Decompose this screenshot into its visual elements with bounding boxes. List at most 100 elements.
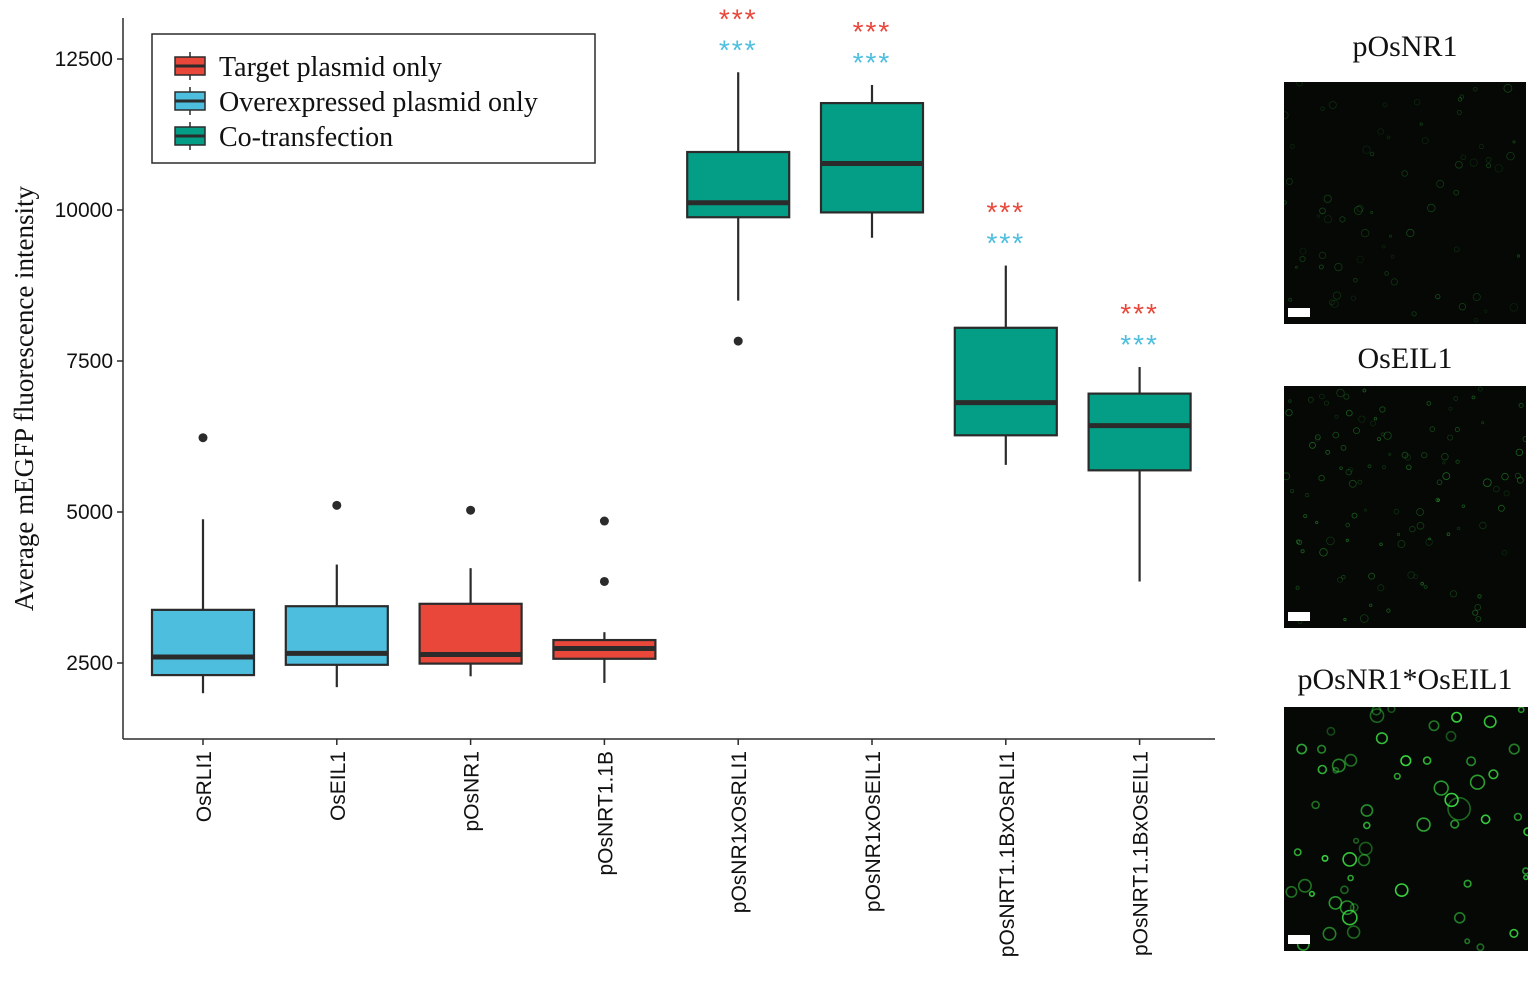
cell	[1297, 878, 1312, 893]
cell	[1317, 764, 1328, 775]
box-body	[284, 605, 389, 666]
cell	[1447, 434, 1454, 441]
outlier-point	[198, 433, 208, 443]
cell	[1379, 406, 1386, 413]
cell	[1342, 851, 1358, 867]
cell	[1339, 216, 1346, 223]
cell	[1295, 585, 1300, 590]
cell	[1435, 497, 1440, 503]
cell	[1369, 151, 1375, 157]
y-tick-label: 12500	[55, 48, 113, 71]
cell	[1422, 756, 1432, 765]
cell	[1433, 780, 1449, 796]
cell	[1483, 715, 1497, 729]
cell	[1469, 158, 1478, 167]
cell	[1455, 161, 1463, 169]
cell	[1442, 461, 1446, 465]
cell	[1356, 255, 1364, 264]
cell	[1481, 421, 1485, 425]
cell	[1389, 234, 1393, 238]
cell	[1293, 848, 1302, 857]
cell	[1286, 178, 1293, 186]
cell	[1347, 874, 1354, 882]
cell	[1469, 774, 1486, 790]
cell	[1455, 459, 1460, 464]
cell	[1294, 265, 1298, 269]
cell	[1326, 726, 1336, 736]
cell	[1323, 215, 1333, 224]
cell	[1340, 885, 1349, 895]
cell	[1348, 479, 1357, 488]
box-body	[819, 101, 925, 214]
cell	[1390, 278, 1398, 286]
cell	[1423, 584, 1428, 589]
cell	[1503, 83, 1513, 93]
cell	[1453, 246, 1460, 253]
cell	[1421, 137, 1429, 145]
cell	[1501, 549, 1508, 556]
cell	[1370, 210, 1374, 214]
cell	[1299, 255, 1306, 263]
legend: Target plasmid only Overexpressed plasmid…	[151, 33, 596, 164]
cell	[1284, 200, 1287, 205]
cell	[1425, 538, 1433, 546]
scale-bar	[1288, 612, 1310, 621]
cell	[1343, 617, 1347, 622]
box-pOsNRT1.1BxOsEIL1	[1087, 367, 1192, 582]
cell	[1411, 311, 1417, 317]
cell	[1512, 140, 1516, 144]
cell	[1497, 504, 1505, 512]
cell	[1480, 814, 1491, 825]
cell	[1476, 943, 1485, 951]
legend-entry: Target plasmid only	[174, 52, 442, 83]
cell	[1446, 532, 1451, 537]
cell	[1371, 707, 1382, 716]
axes: 2500 5000 7500 10000 12500 Average mEGFP fluo…	[9, 18, 1215, 957]
cell	[1360, 614, 1369, 623]
cell	[1416, 522, 1425, 530]
cell	[1466, 756, 1477, 767]
cell	[1295, 539, 1301, 544]
cell	[1345, 468, 1353, 476]
box-OsRLI1	[150, 433, 256, 694]
cell	[1331, 758, 1346, 773]
cell	[1319, 207, 1326, 215]
cell	[1523, 874, 1528, 881]
box-body	[150, 608, 256, 677]
cell	[1304, 492, 1310, 498]
micrograph-cells	[1284, 82, 1521, 323]
cell	[1328, 100, 1337, 109]
cell	[1506, 151, 1515, 161]
scale-bar	[1288, 308, 1310, 317]
cell	[1367, 464, 1372, 469]
cell	[1383, 431, 1392, 440]
cell	[1494, 164, 1503, 173]
chart-marks: ************************	[150, 3, 1192, 694]
cell	[1451, 711, 1463, 723]
cell	[1513, 812, 1523, 822]
box-pOsNR1xOsEIL1	[819, 84, 925, 238]
outlier-point	[599, 516, 609, 526]
cell	[1393, 772, 1401, 780]
cell	[1303, 514, 1308, 519]
cell	[1416, 817, 1431, 832]
cell	[1390, 254, 1395, 259]
cell	[1340, 444, 1347, 451]
significance-red: ***	[1120, 298, 1159, 329]
outlier-point	[733, 336, 743, 346]
micrograph-pOsNR1	[1284, 82, 1526, 324]
outlier-point	[466, 505, 476, 515]
cell	[1363, 821, 1371, 830]
cell	[1386, 135, 1391, 140]
cell	[1353, 205, 1363, 215]
cell	[1284, 111, 1289, 120]
legend-entry: Overexpressed plasmid only	[174, 87, 538, 118]
cell	[1320, 106, 1325, 112]
y-tick-label: 7500	[66, 350, 113, 373]
cell	[1404, 454, 1411, 461]
cell	[1346, 409, 1353, 417]
y-tick-label: 10000	[55, 199, 113, 222]
cell	[1346, 925, 1361, 939]
outlier-point	[599, 576, 609, 586]
cell	[1341, 909, 1358, 926]
